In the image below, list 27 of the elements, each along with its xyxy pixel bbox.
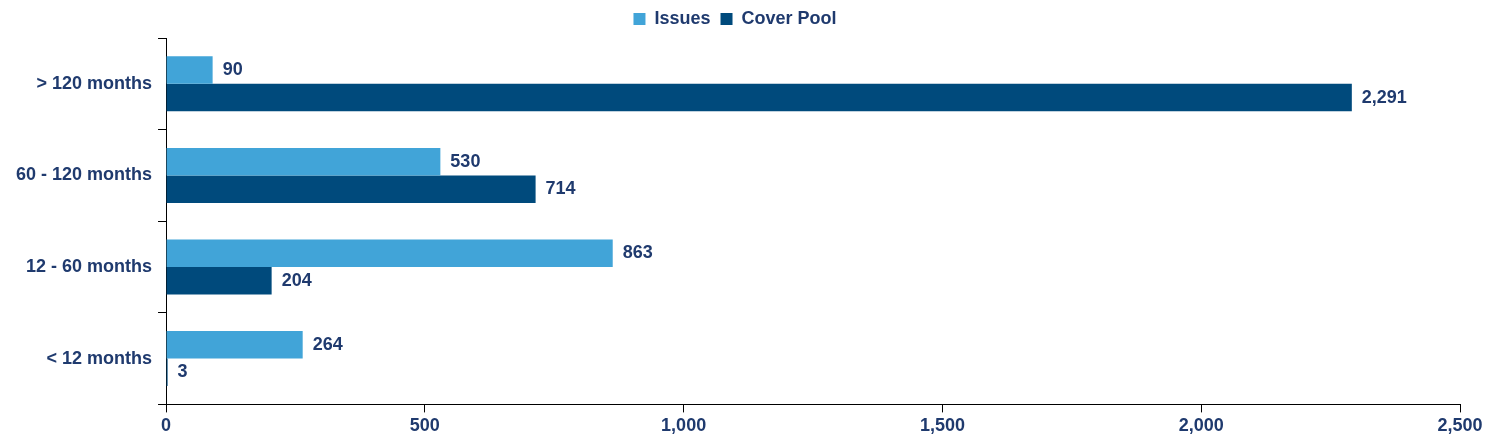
bar <box>166 56 213 84</box>
legend-label: Issues <box>654 7 711 28</box>
data-label: 530 <box>450 150 481 171</box>
data-label: 2,291 <box>1361 86 1407 107</box>
y-tick-label: 60 - 120 months <box>16 164 153 185</box>
y-tick-label: 12 - 60 months <box>26 255 153 276</box>
y-tick-label: > 120 months <box>36 72 153 93</box>
data-label: 264 <box>312 333 343 354</box>
y-tick-label: < 12 months <box>46 347 153 368</box>
x-tick-label: 1,500 <box>919 415 965 436</box>
bar <box>166 331 303 359</box>
x-tick-label: 2,500 <box>1437 415 1483 436</box>
legend-label: Cover Pool <box>741 7 837 28</box>
data-label: 204 <box>281 269 312 290</box>
data-label: 714 <box>545 178 576 199</box>
data-label: 3 <box>177 361 188 382</box>
bar <box>166 175 536 203</box>
bar <box>166 239 613 267</box>
data-label: 90 <box>222 59 243 80</box>
x-tick-label: 0 <box>161 415 172 436</box>
x-tick-label: 2,000 <box>1178 415 1224 436</box>
x-tick-label: 1,000 <box>661 415 707 436</box>
bar <box>166 147 441 176</box>
x-tick-label: 500 <box>409 415 440 436</box>
bar <box>166 83 1352 112</box>
bar <box>166 267 272 295</box>
data-label: 863 <box>622 242 653 263</box>
